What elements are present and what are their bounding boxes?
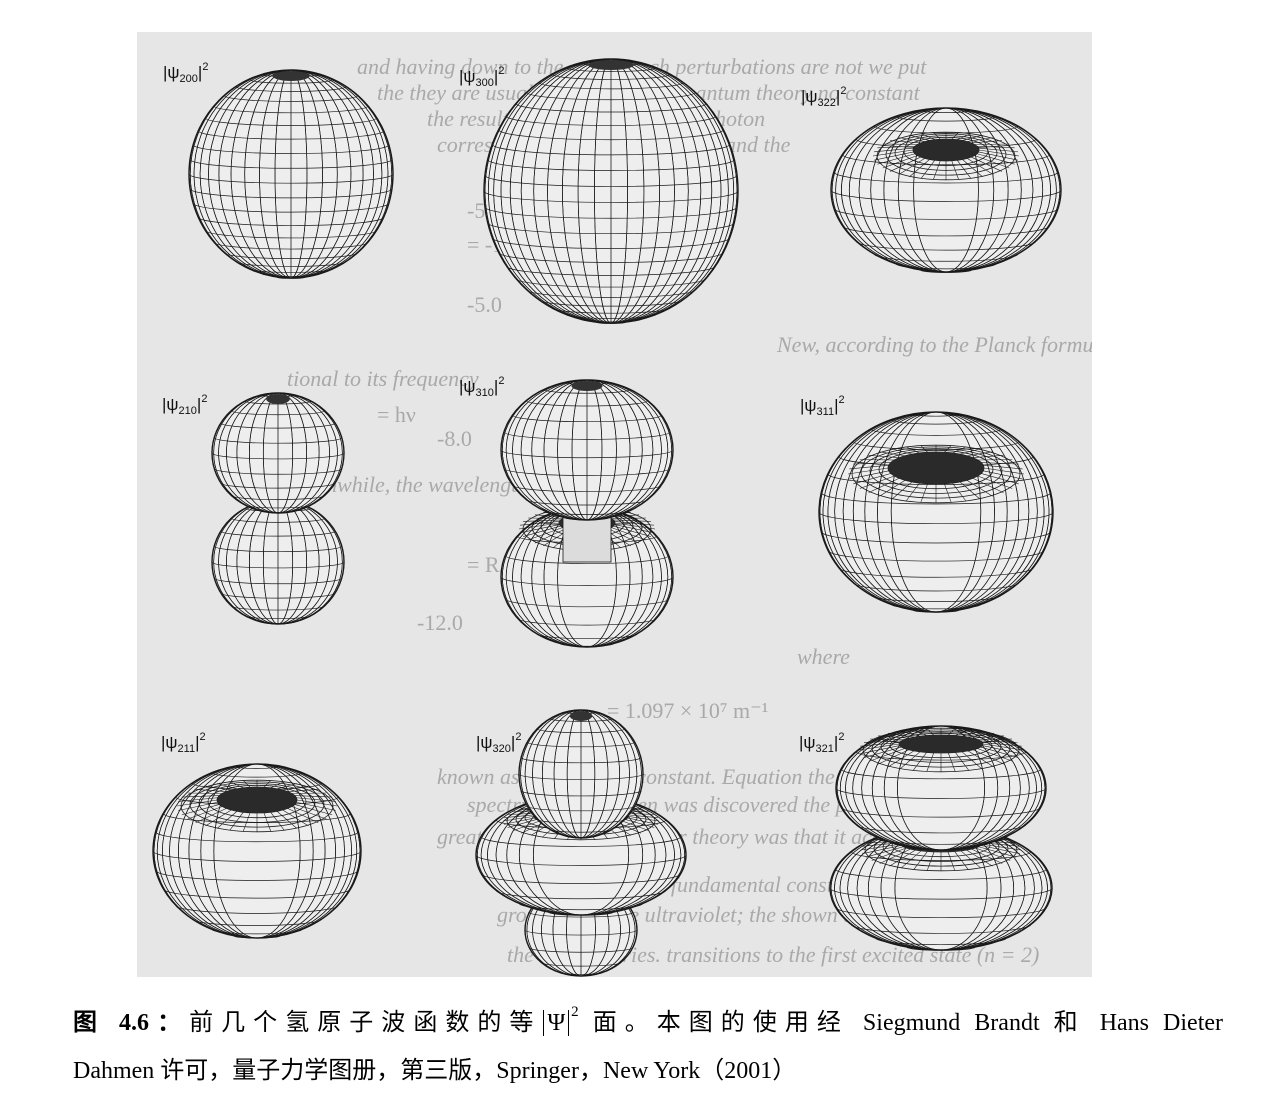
label-psi211: |ψ211|2 bbox=[161, 731, 206, 755]
label-psi210: |ψ210|2 bbox=[162, 393, 208, 417]
orbital-psi200 bbox=[188, 69, 394, 279]
orbital-surfaces bbox=[152, 58, 1062, 977]
caption-line-1: 图 4.6：前几个氢原子波函数的等 Ψ 2 面。本图的使用经 Siegmund Br… bbox=[73, 988, 1223, 1047]
figure-number: 图 4.6： bbox=[73, 1010, 190, 1036]
psi-abs-symbol: Ψ bbox=[543, 1010, 570, 1036]
orbital-psi300 bbox=[483, 58, 739, 324]
label-psi310: |ψ310|2 bbox=[459, 375, 505, 399]
background-text-line: = 1.097 × 10⁷ m⁻¹ bbox=[607, 698, 768, 723]
caption-text-after: 面。本图的使用经 Siegmund Brandt 和 Hans Dieter bbox=[592, 1010, 1224, 1036]
label-psi311: |ψ311|2 bbox=[800, 394, 845, 418]
background-text-line: -12.0 bbox=[417, 610, 463, 635]
background-text-line: = R bbox=[467, 552, 500, 577]
background-text-line: where bbox=[797, 644, 850, 669]
label-psi322: |ψ322|2 bbox=[801, 85, 847, 109]
label-psi321: |ψ321|2 bbox=[799, 731, 845, 755]
background-text-line: tional to its frequency bbox=[287, 366, 479, 391]
background-text-line: -5.0 bbox=[467, 292, 502, 317]
label-psi300: |ψ300|2 bbox=[459, 65, 505, 89]
background-text-line: -8.0 bbox=[437, 426, 472, 451]
orbital-figure: and having down to the action such pertu… bbox=[152, 54, 1092, 977]
orbital-psi210 bbox=[211, 392, 345, 625]
orbital-psi211 bbox=[152, 763, 362, 939]
background-text-line: known as the Rydberg constant. Equation … bbox=[437, 764, 914, 789]
figure-plate: and having down to the action such pertu… bbox=[137, 32, 1092, 977]
figure-caption: 图 4.6：前几个氢原子波函数的等 Ψ 2 面。本图的使用经 Siegmund Br… bbox=[73, 988, 1223, 1095]
label-psi200: |ψ200|2 bbox=[163, 61, 209, 85]
orbital-psi311 bbox=[818, 411, 1054, 613]
background-text-line: = hν bbox=[377, 402, 416, 427]
orbital-psi322 bbox=[830, 107, 1062, 273]
orbital-psi310 bbox=[500, 379, 674, 648]
psi-power: 2 bbox=[571, 1004, 579, 1020]
caption-line-2: Dahmen 许可，量子力学图册，第三版，Springer，New York（2… bbox=[73, 1058, 797, 1084]
caption-text-before: 前几个氢原子波函数的等 bbox=[189, 1010, 542, 1036]
orbital-psi321 bbox=[829, 725, 1053, 951]
background-text-line: New, according to the Planck formula, th… bbox=[776, 332, 1092, 357]
orbital-psi320 bbox=[475, 709, 687, 977]
label-psi320: |ψ320|2 bbox=[476, 731, 522, 755]
